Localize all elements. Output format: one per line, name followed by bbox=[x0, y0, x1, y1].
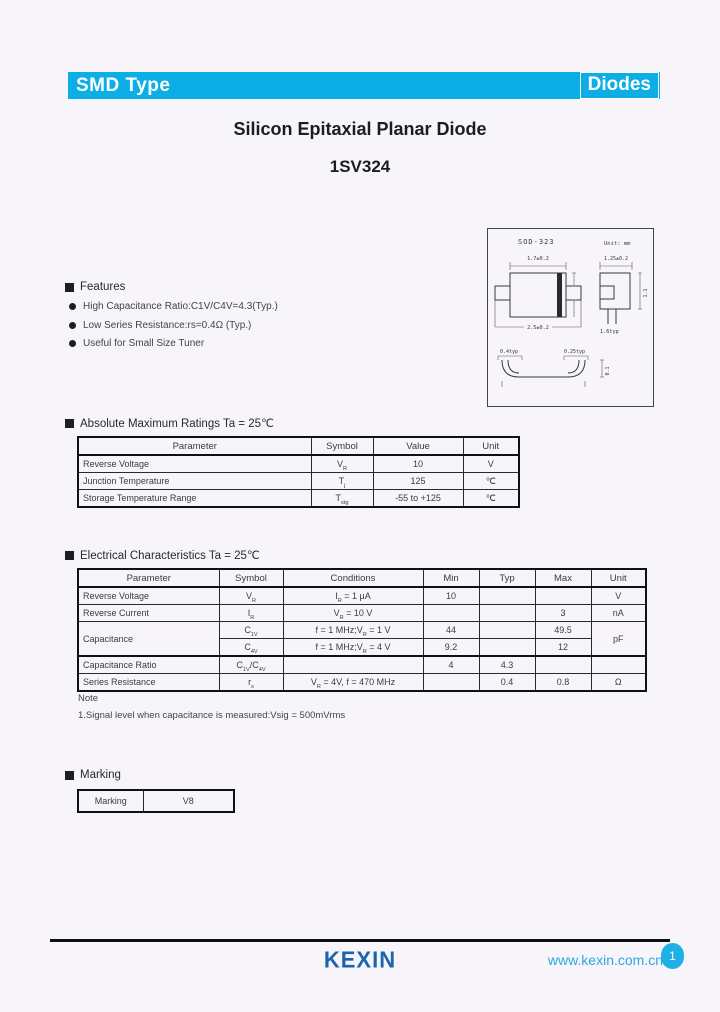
feature-item: Low Series Resistance:rs=0.4Ω (Typ.) bbox=[69, 320, 251, 331]
dim-side-top: 1.25±0.2 bbox=[604, 256, 628, 262]
dim-pad-left: 0.4typ bbox=[500, 349, 518, 355]
dim-side-height: 1.1 bbox=[643, 288, 649, 297]
header-left-label: SMD Type bbox=[76, 74, 171, 96]
marking-heading: Marking bbox=[65, 769, 121, 781]
features-heading: Features bbox=[65, 281, 125, 293]
bullet-icon bbox=[69, 340, 76, 347]
page-number-badge: 1 bbox=[661, 943, 684, 969]
bullet-icon bbox=[69, 322, 76, 329]
table-row: Storage Temperature Range Tstg -55 to +1… bbox=[77, 489, 520, 508]
table-row: Reverse Voltage VR 10 V bbox=[77, 454, 520, 473]
note-text: 1.Signal level when capacitance is measu… bbox=[78, 710, 346, 721]
ec-heading: Electrical Characteristics Ta = 25℃ bbox=[65, 548, 260, 562]
table-row: Capacitance Ratio C1V/C4V 4 4.3 bbox=[77, 655, 647, 674]
section-square-icon bbox=[65, 550, 74, 560]
package-outline-diagram: SOD-323 Unit: mm 1.7±0.2 2.5±0.2 bbox=[487, 228, 654, 407]
dim-front-top: 1.7±0.2 bbox=[527, 256, 549, 262]
bullet-icon bbox=[69, 303, 76, 310]
ec-table: Parameter Symbol Conditions Min Typ Max … bbox=[77, 568, 647, 692]
dim-pad-right: 0.25typ bbox=[564, 349, 585, 355]
footer-url-link[interactable]: www.kexin.com.cn bbox=[547, 952, 663, 968]
package-name-label: SOD-323 bbox=[518, 238, 555, 246]
kexin-logo: KEXIN bbox=[323, 946, 397, 973]
amr-heading: Absolute Maximum Ratings Ta = 25℃ bbox=[65, 416, 274, 430]
section-square-icon bbox=[65, 282, 74, 292]
feature-item: High Capacitance Ratio:C1V/C4V=4.3(Typ.) bbox=[69, 301, 278, 312]
table-row: Junction Temperature Tj 125 ℃ bbox=[77, 472, 520, 490]
table-header-row: Parameter Symbol Conditions Min Typ Max … bbox=[77, 568, 647, 588]
package-drawing-svg: SOD-323 Unit: mm 1.7±0.2 2.5±0.2 bbox=[494, 238, 649, 387]
page-title: Silicon Epitaxial Planar Diode bbox=[233, 119, 487, 139]
header-right-label: Diodes bbox=[579, 72, 659, 99]
unit-label: Unit: mm bbox=[604, 241, 631, 247]
marking-label: Marking bbox=[77, 789, 144, 813]
header-bar: SMD Type Diodes bbox=[68, 72, 660, 99]
feature-item: Useful for Small Size Tuner bbox=[69, 338, 204, 349]
table-row: Marking V8 bbox=[77, 789, 235, 813]
table-header-row: Parameter Symbol Value Unit bbox=[77, 436, 520, 456]
part-number: 1SV324 bbox=[329, 157, 391, 176]
section-square-icon bbox=[65, 418, 74, 428]
section-square-icon bbox=[65, 770, 74, 780]
table-row: Series Resistance rs VR = 4V, f = 470 MH… bbox=[77, 673, 647, 692]
amr-table: Parameter Symbol Value Unit Reverse Volt… bbox=[77, 436, 520, 508]
table-row: Reverse Voltage VR IR = 1 μA 10 V bbox=[77, 586, 647, 605]
marking-value: V8 bbox=[142, 789, 235, 813]
dim-front-bottom: 2.5±0.2 bbox=[527, 325, 549, 331]
table-row: Reverse Current IR VR = 10 V 3 nA bbox=[77, 604, 647, 622]
note-heading: Note bbox=[78, 693, 99, 704]
table-row: Capacitance C1V f = 1 MHz;VR = 1 V 44 49… bbox=[77, 621, 647, 657]
footer-rule bbox=[50, 939, 670, 942]
marking-table: Marking V8 bbox=[77, 789, 235, 813]
dim-side-bottom: 1.6typ bbox=[600, 329, 619, 335]
dim-profile-height: 0.1 bbox=[605, 366, 611, 375]
cathode-band bbox=[557, 273, 562, 317]
